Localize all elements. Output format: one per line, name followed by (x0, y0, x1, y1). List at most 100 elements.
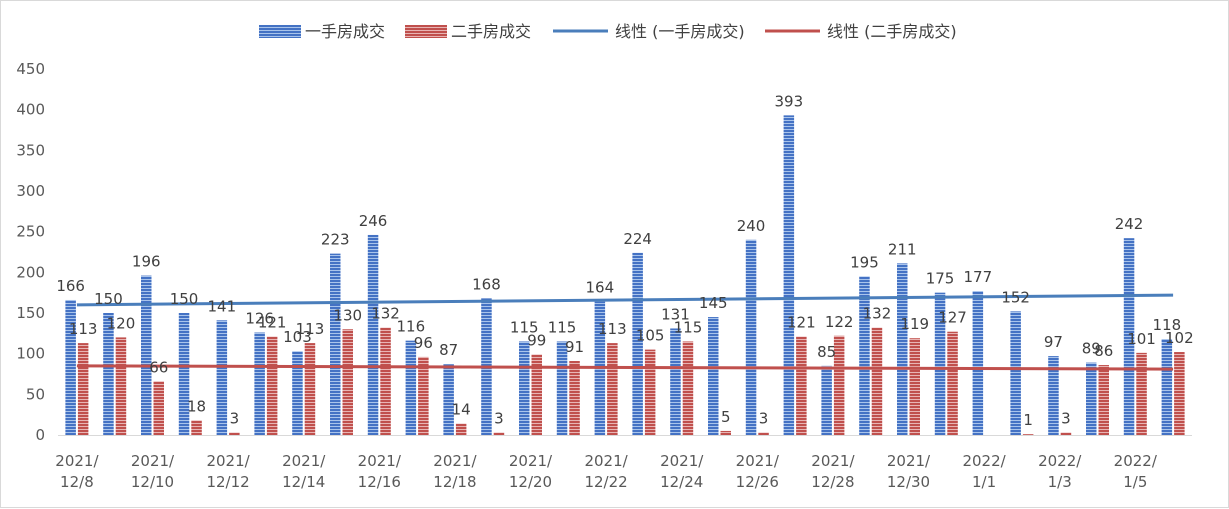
bar-series2 (909, 338, 920, 435)
bar-series1 (745, 239, 757, 435)
bar-series2 (229, 432, 240, 435)
bar-series2 (947, 331, 958, 435)
bar-series2 (418, 356, 429, 435)
legend-swatch (405, 25, 447, 38)
data-label-series1: 141 (208, 297, 237, 315)
data-label-series1: 224 (623, 230, 652, 248)
x-tick-label-line2: 1/3 (1048, 473, 1072, 491)
bar-series1 (632, 252, 643, 435)
data-label-series2: 3 (230, 410, 240, 428)
y-tick-label: 250 (16, 223, 45, 241)
x-tick-label-line1: 2021/ (433, 452, 477, 470)
data-label-series2: 122 (825, 313, 854, 331)
data-label-series1: 175 (926, 270, 955, 288)
y-axis: 0 50 100 150 200 250 300 350 400 450 (16, 60, 45, 444)
data-label-series1: 126 (245, 310, 274, 328)
legend: 一手房成交 二手房成交 线性 (一手房成交) 线性 (二手房成交) (259, 22, 957, 41)
x-tick-label-line1: 2021/ (55, 452, 99, 470)
bar-series2 (77, 343, 89, 435)
bar-series2 (607, 343, 618, 435)
trendline-series1 (76, 293, 1174, 307)
x-axis: 2021/12/8 2021/12/10 2021/12/12 2021/12/14 2… (55, 435, 1192, 491)
data-label-series1: 116 (397, 318, 426, 336)
data-label-series2: 121 (787, 314, 816, 332)
data-label-series2: 101 (1127, 330, 1156, 348)
data-label-series1: 246 (359, 212, 388, 230)
x-tick-label-line1: 2021/ (660, 452, 704, 470)
bar-series1 (859, 276, 870, 435)
data-label-series1: 131 (661, 305, 690, 323)
x-tick-label-line1: 2021/ (509, 452, 553, 470)
data-label-series2: 102 (1165, 329, 1194, 347)
data-label-series2: 132 (371, 305, 400, 323)
data-label-series1: 103 (283, 328, 312, 346)
x-tick-label-line1: 2021/ (358, 452, 402, 470)
x-tick-label-line1: 2021/ (736, 452, 780, 470)
data-label-series1: 89 (1082, 340, 1101, 358)
bar-series2 (1060, 432, 1072, 435)
legend-label: 线性 (一手房成交) (615, 22, 745, 41)
trendline-series2 (76, 364, 1174, 371)
data-label-series2: 113 (296, 320, 325, 338)
bar-series1 (1161, 339, 1173, 435)
legend-swatch (259, 25, 301, 38)
x-tick-label-line2: 12/8 (60, 473, 94, 491)
x-tick-label-line1: 2021/ (206, 452, 250, 470)
bar-series2 (115, 337, 127, 435)
bar-series1 (972, 291, 984, 435)
bar-series2 (1174, 352, 1185, 435)
data-label-series1: 115 (548, 318, 577, 336)
x-tick-label-line1: 2021/ (811, 452, 855, 470)
x-tick-label-line1: 2022/ (1114, 452, 1158, 470)
data-label-series1: 166 (56, 277, 85, 295)
data-label-series2: 3 (494, 410, 504, 428)
data-label-series2: 115 (674, 318, 703, 336)
bar-series2 (796, 336, 807, 435)
x-tick-label-line1: 2021/ (584, 452, 628, 470)
bar-series1 (1123, 238, 1135, 435)
bar-series1 (897, 263, 908, 435)
bar-series2 (342, 329, 353, 435)
bar-series2 (758, 432, 769, 435)
data-label-series2: 3 (1061, 410, 1071, 428)
legend-label: 二手房成交 (451, 22, 531, 41)
bar-series1 (934, 292, 946, 435)
y-tick-label: 350 (16, 141, 45, 159)
legend-item-series1: 一手房成交 (259, 22, 385, 41)
data-label-series2: 14 (452, 401, 471, 419)
bar-series2 (833, 335, 845, 435)
bar-series1 (405, 340, 417, 435)
bar-series1 (708, 317, 719, 435)
bar-series1 (670, 328, 681, 435)
legend-item-trend1: 线性 (一手房成交) (553, 22, 745, 41)
data-label-series2: 130 (333, 306, 362, 324)
data-label-series1: 240 (737, 217, 766, 235)
x-tick-label-line2: 12/18 (433, 473, 476, 491)
data-label-series2: 96 (414, 334, 433, 352)
data-label-series2: 1 (1023, 411, 1033, 429)
bar-series2 (644, 349, 656, 435)
bar-series1 (1086, 362, 1097, 435)
data-label-series2: 91 (565, 338, 584, 356)
x-tick-label-line1: 2021/ (887, 452, 931, 470)
x-tick-label-line2: 12/24 (660, 473, 703, 491)
bar-series2 (531, 354, 542, 435)
data-label-series1: 150 (94, 290, 123, 308)
bar-series2 (304, 343, 316, 435)
bar-series1 (216, 320, 228, 435)
bar-series1 (519, 341, 530, 435)
legend-item-trend2: 线性 (二手房成交) (765, 22, 957, 41)
x-tick-label-line2: 12/22 (584, 473, 627, 491)
trendlines (76, 293, 1174, 371)
data-label-series2: 120 (107, 314, 136, 332)
data-label-series2: 127 (938, 309, 967, 327)
y-tick-label: 100 (16, 345, 45, 363)
legend-item-series2: 二手房成交 (405, 22, 531, 41)
bar-series1 (1010, 311, 1021, 435)
bar-series1 (556, 341, 568, 435)
y-tick-label: 450 (16, 60, 45, 78)
bar-series1 (178, 313, 190, 435)
data-label-series1: 87 (439, 341, 458, 359)
legend-label: 线性 (二手房成交) (827, 22, 957, 41)
